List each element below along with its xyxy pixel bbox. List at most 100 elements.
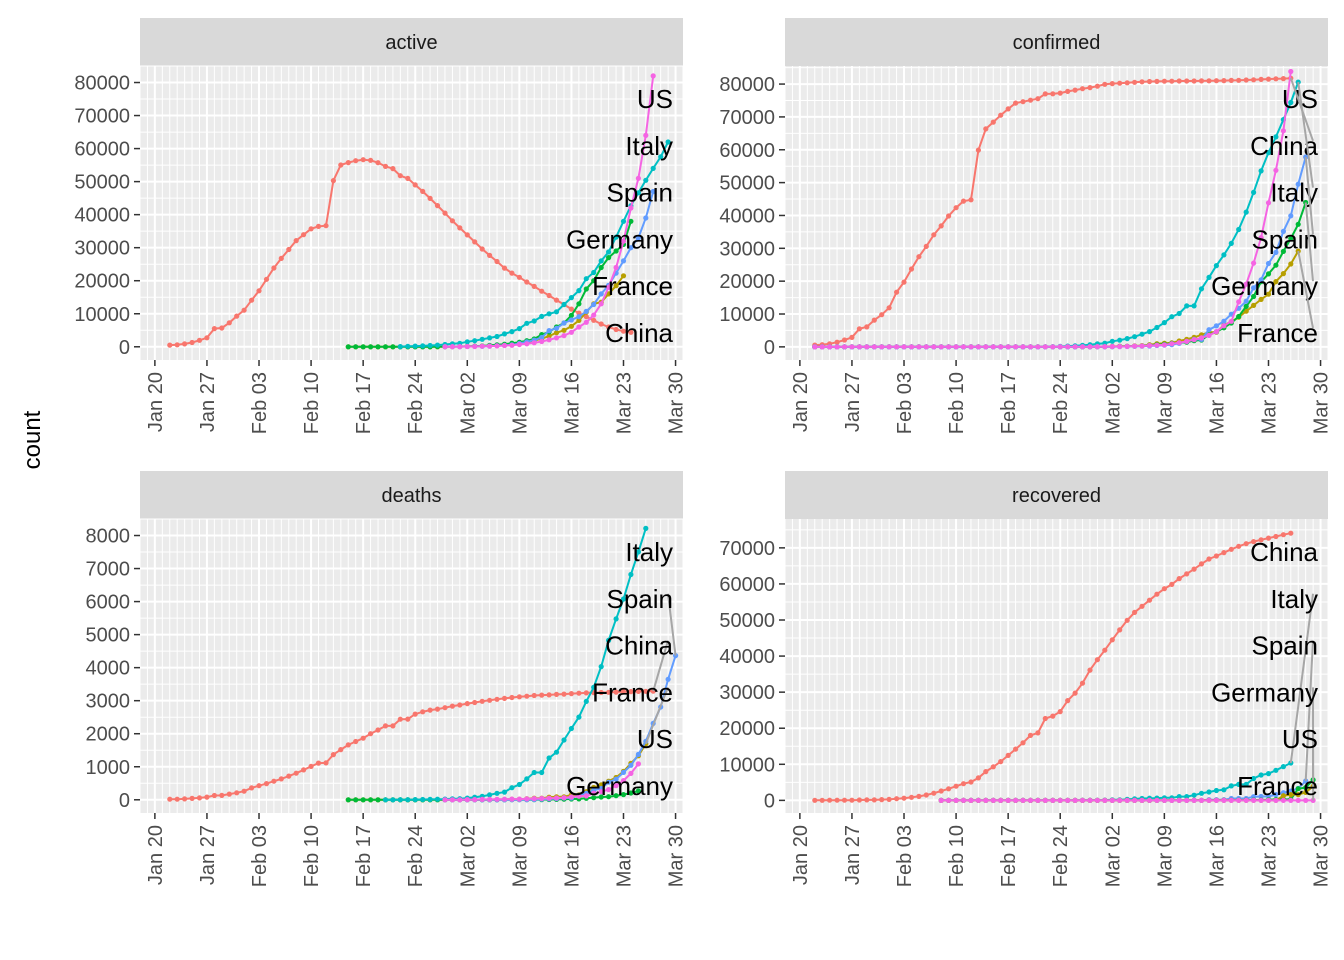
data-point <box>620 689 627 695</box>
data-point <box>539 313 545 319</box>
data-point <box>375 727 381 733</box>
gridlines <box>784 66 1329 360</box>
data-point <box>864 324 870 330</box>
data-point <box>938 788 944 794</box>
data-point <box>1154 324 1160 331</box>
data-point <box>479 246 485 252</box>
series-china <box>812 75 1294 348</box>
data-point <box>524 693 530 699</box>
data-point <box>998 797 1004 804</box>
data-point <box>1094 344 1100 350</box>
data-point <box>487 697 493 703</box>
data-point <box>434 796 441 802</box>
data-point <box>886 344 892 350</box>
data-point <box>539 334 545 341</box>
data-point <box>953 797 959 804</box>
data-point <box>960 198 967 204</box>
data-point <box>457 225 463 231</box>
data-point <box>620 792 627 798</box>
data-point <box>938 344 944 350</box>
data-point <box>1072 690 1078 696</box>
x-tick-label: Jan 20 <box>790 825 812 885</box>
y-tick-label: 60000 <box>719 574 775 596</box>
data-point <box>568 329 575 335</box>
data-point <box>968 344 974 350</box>
data-point <box>524 279 530 285</box>
data-point <box>968 779 974 785</box>
data-point <box>834 344 840 350</box>
data-point <box>487 252 493 258</box>
data-point <box>412 343 418 349</box>
series-end-label: China <box>605 318 673 348</box>
series-end-label: France <box>1237 771 1318 801</box>
series-italy <box>382 525 649 803</box>
data-point <box>613 689 619 695</box>
data-point <box>1213 329 1219 335</box>
data-point <box>1198 790 1205 796</box>
data-point <box>834 339 840 345</box>
data-point <box>1005 752 1011 759</box>
data-point <box>1013 797 1019 804</box>
data-point <box>226 320 232 326</box>
data-point <box>420 709 426 715</box>
y-tick-label: 40000 <box>719 205 775 227</box>
data-point <box>953 783 959 789</box>
data-point <box>1013 344 1019 350</box>
x-tick-label: Mar 02 <box>457 372 479 434</box>
data-point <box>553 749 560 755</box>
data-point <box>449 703 455 709</box>
data-point <box>606 779 612 785</box>
data-point <box>293 770 299 776</box>
x-tick-label: Mar 23 <box>613 825 635 887</box>
data-point <box>382 723 389 729</box>
panel-background <box>785 66 1328 360</box>
data-point <box>546 755 552 761</box>
data-point <box>256 783 262 789</box>
data-point <box>1243 209 1249 215</box>
data-point <box>494 696 500 702</box>
data-point <box>983 797 989 804</box>
data-point <box>494 333 500 340</box>
data-point <box>1124 343 1130 349</box>
panel-deaths: deaths 0 1000 2000 3000 4000 5000 6000 7000 8000 J… <box>86 471 688 887</box>
x-tick-label: Jan 20 <box>790 372 812 432</box>
data-point <box>1228 797 1234 804</box>
data-point <box>1198 797 1205 804</box>
data-point <box>1132 79 1138 85</box>
data-point <box>606 324 612 330</box>
data-point <box>628 205 634 211</box>
data-point <box>583 286 589 292</box>
data-point <box>501 695 508 702</box>
data-point <box>487 343 493 349</box>
data-point <box>1206 797 1212 804</box>
data-point <box>606 794 612 800</box>
data-point <box>1154 342 1160 348</box>
data-point <box>301 232 307 238</box>
data-point <box>990 764 996 770</box>
data-point <box>613 616 619 622</box>
x-tick-label: Feb 17 <box>998 825 1020 887</box>
data-point <box>591 269 597 276</box>
x-tick-label: Feb 24 <box>1050 825 1072 887</box>
x-tick-label: Feb 17 <box>998 372 1020 434</box>
data-point <box>598 689 604 696</box>
data-point <box>1161 797 1167 804</box>
data-point <box>449 344 455 350</box>
data-point <box>946 213 952 219</box>
data-point <box>174 796 180 802</box>
data-point <box>1027 344 1034 350</box>
series-end-label: Italy <box>625 131 673 161</box>
data-point <box>643 132 649 138</box>
data-point <box>849 797 855 803</box>
data-point <box>643 525 649 532</box>
data-point <box>819 797 825 803</box>
x-tick-label: Feb 10 <box>301 372 323 434</box>
data-point <box>923 243 929 249</box>
data-point <box>1236 543 1242 549</box>
data-point <box>628 689 634 695</box>
data-point <box>1042 344 1048 350</box>
gridlines <box>139 518 684 813</box>
data-point <box>501 342 508 349</box>
y-tick-label: 40000 <box>74 205 130 227</box>
data-point <box>1169 341 1175 347</box>
